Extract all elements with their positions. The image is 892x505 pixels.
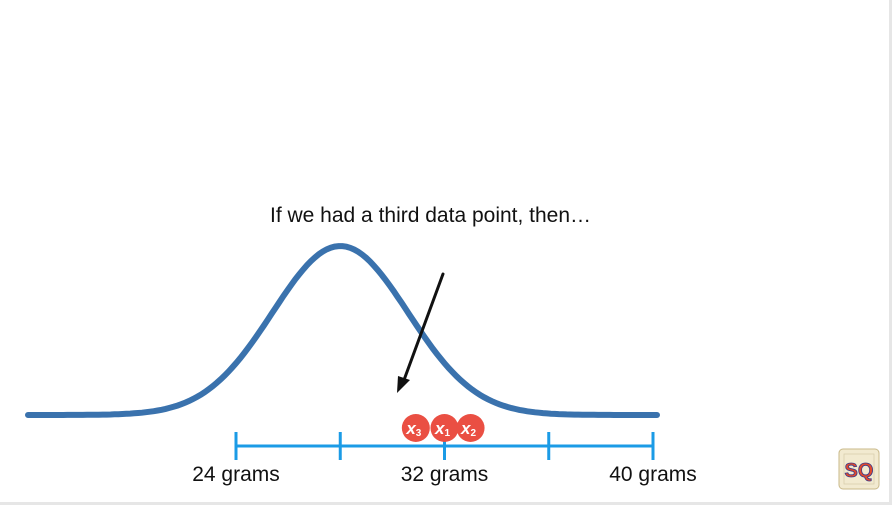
arrow-head: [397, 376, 410, 393]
tick-label: 32 grams: [400, 463, 489, 486]
tick-label: 40 grams: [609, 463, 697, 486]
logo-text: SQ: [845, 460, 874, 482]
data-point-marker: [456, 414, 485, 442]
data-point-subscript: 2: [471, 428, 477, 439]
statquest-logo-icon: SQ: [838, 448, 880, 490]
data-point-marker: [401, 414, 430, 442]
data-point-x1: x1: [430, 414, 459, 442]
frame-edge-bottom: [0, 502, 892, 505]
data-point-x3: x3: [401, 414, 430, 442]
pointer-arrow: [397, 272, 445, 393]
data-point-x2: x2: [456, 414, 485, 442]
data-point-subscript: 3: [416, 428, 422, 439]
normal-curve: [25, 243, 660, 418]
caption-text: If we had a third data point, then…: [270, 204, 592, 227]
data-point-marker: [430, 414, 459, 442]
data-point-subscript: 1: [444, 428, 450, 439]
tick-label: 24 grams: [192, 463, 280, 486]
arrow-shaft: [402, 272, 445, 382]
frame-edge-right: [889, 0, 892, 505]
